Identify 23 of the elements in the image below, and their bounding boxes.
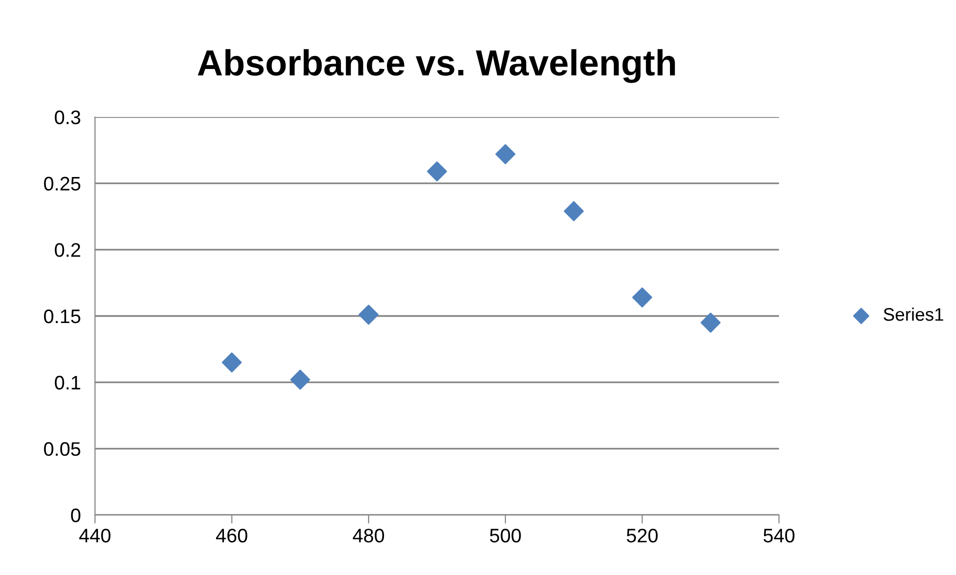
point (222, 352, 242, 372)
point (358, 304, 379, 325)
point (700, 312, 721, 333)
y-tick-label: 0 (71, 508, 80, 522)
point (495, 144, 516, 164)
x-tick-label: 460 (216, 528, 248, 542)
point (290, 370, 310, 390)
y-tick-label: 0.25 (44, 176, 80, 191)
y-tick-label: 0.3 (54, 110, 80, 124)
y-tick-label: 0.15 (44, 309, 80, 324)
point (632, 287, 652, 308)
x-tick-label: 520 (626, 528, 658, 542)
y-tick-label: 0.1 (54, 376, 80, 390)
legend-label: Series1 (884, 308, 944, 321)
x-tick-label: 500 (490, 528, 521, 542)
x-tick-label: 480 (352, 528, 384, 542)
x-tick-label: 440 (79, 528, 110, 542)
chart-title: Absorbance vs. Wavelength (198, 49, 675, 83)
point (564, 201, 584, 222)
y-tick-label: 0.2 (54, 243, 80, 257)
y-tick-label: 0.05 (44, 442, 80, 456)
point (426, 161, 448, 182)
x-tick-label: 540 (764, 528, 794, 542)
